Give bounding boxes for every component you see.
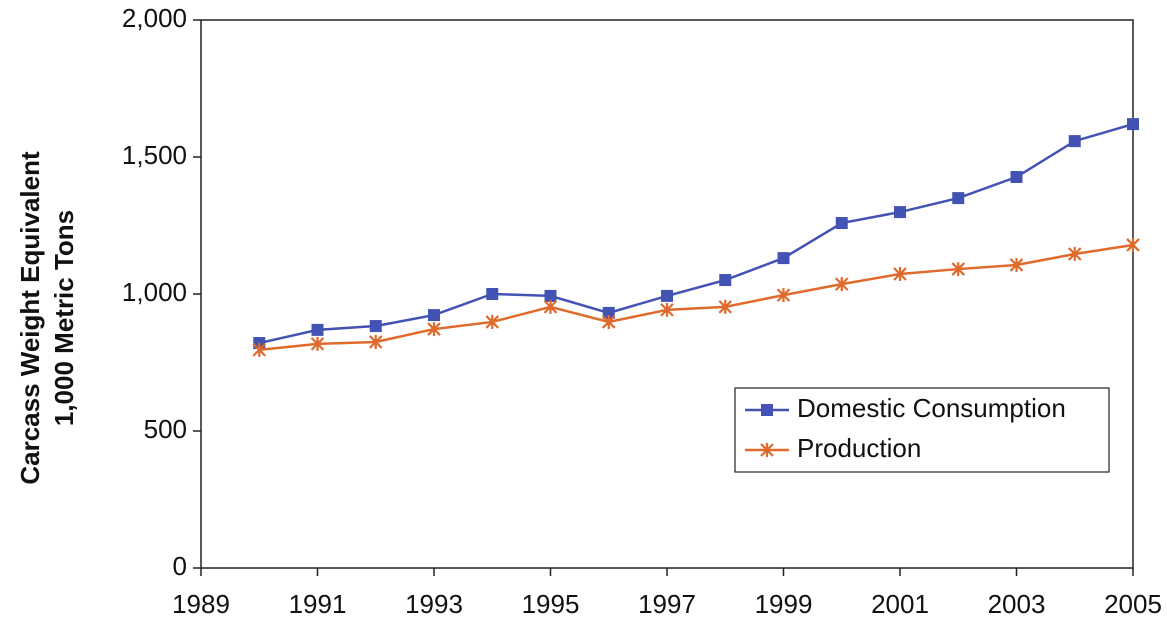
marker	[544, 289, 557, 302]
marker	[1067, 246, 1082, 261]
marker	[368, 334, 383, 349]
marker	[761, 404, 773, 416]
y-tick-label: 0	[173, 551, 187, 581]
marker	[776, 288, 791, 303]
marker	[719, 274, 732, 287]
legend-label: Domestic Consumption	[797, 393, 1066, 423]
marker	[252, 342, 267, 357]
y-axis-label: 1,000 Metric Tons	[49, 210, 79, 426]
marker	[485, 314, 500, 329]
marker	[1126, 237, 1140, 252]
y-axis-label: Carcass Weight Equivalent	[15, 151, 45, 485]
marker	[660, 302, 674, 317]
marker	[1068, 135, 1081, 148]
legend-box	[734, 387, 1110, 473]
marker	[718, 299, 733, 314]
marker	[1009, 257, 1024, 272]
marker	[661, 289, 673, 302]
marker	[1127, 118, 1139, 131]
legend-label: Production	[797, 433, 921, 463]
marker	[369, 320, 382, 333]
marker	[951, 262, 966, 277]
marker	[835, 217, 848, 230]
x-tick-label: 2003	[988, 589, 1046, 619]
marker	[952, 192, 965, 205]
marker	[834, 277, 849, 292]
x-tick-label: 2001	[871, 589, 929, 619]
marker	[894, 206, 906, 219]
marker	[777, 252, 790, 265]
marker	[893, 266, 907, 281]
x-tick-label: 1991	[289, 589, 347, 619]
marker	[543, 299, 558, 314]
y-tick-label: 500	[144, 414, 187, 444]
x-tick-label: 1999	[755, 589, 813, 619]
marker	[602, 306, 615, 319]
marker	[760, 443, 774, 457]
x-tick-label: 1989	[172, 589, 230, 619]
series-line	[259, 243, 1134, 352]
marker	[427, 322, 441, 337]
x-tick-label: 1993	[405, 589, 463, 619]
x-tick-label: 1995	[522, 589, 580, 619]
marker	[486, 288, 499, 300]
marker	[1010, 171, 1023, 184]
marker	[310, 336, 325, 351]
marker	[601, 314, 616, 329]
y-tick-label: 1,000	[122, 277, 187, 307]
series-line	[258, 122, 1134, 345]
marker	[311, 323, 324, 336]
x-tick-label: 1997	[638, 589, 696, 619]
marker	[428, 309, 440, 322]
x-tick-label: 2005	[1104, 589, 1162, 619]
y-tick-label: 2,000	[122, 3, 187, 33]
y-tick-label: 1,500	[122, 140, 187, 170]
